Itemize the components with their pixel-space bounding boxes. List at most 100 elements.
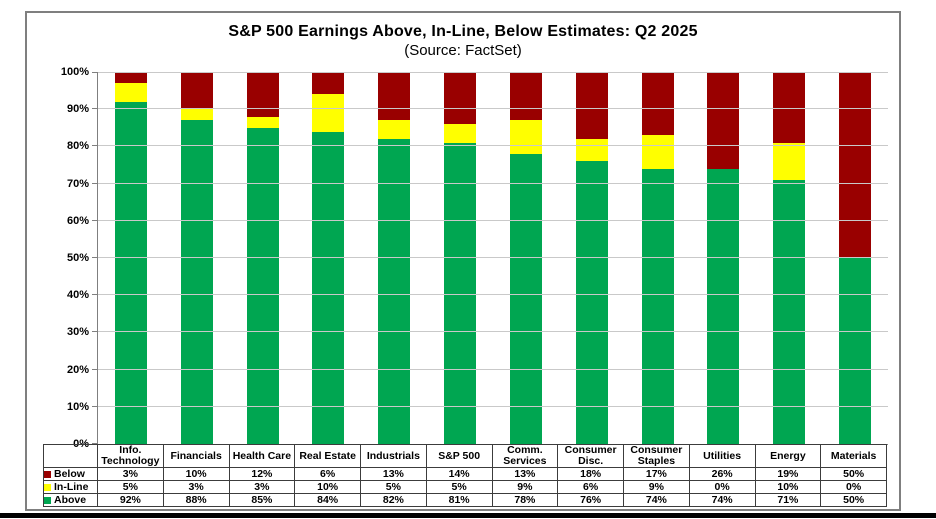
data-table-wrap: Info. Technology Financials Health Care Rea…: [43, 444, 887, 507]
legend-swatch-in-line: [44, 483, 51, 491]
y-tick-label: 50%: [66, 252, 89, 264]
value-cell: 9%: [491, 480, 559, 494]
gridline: [98, 294, 888, 296]
stacked-bar: [641, 72, 674, 444]
bar-segment-in-line: [641, 135, 674, 169]
y-axis-tick: [92, 368, 98, 370]
y-axis-tick: [92, 257, 98, 258]
gridline: [98, 182, 888, 184]
table-row-in-line: In-Line 5% 3% 3% 10% 5% 5% 9% 6% 9% 0% 10% 0%: [43, 480, 887, 494]
value-cell: 10%: [294, 480, 361, 494]
category-header-cell: Industrials: [360, 444, 427, 468]
bar-segment-in-line: [312, 94, 345, 132]
bar-slot-financials: [164, 72, 230, 444]
value-cell: 5%: [425, 480, 493, 494]
value-cell: 6%: [557, 480, 624, 494]
bar-segment-above: [180, 119, 213, 444]
bar-segment-above: [575, 161, 608, 444]
chart-subtitle: (Source: FactSet): [404, 42, 522, 59]
y-axis-tick: [92, 182, 98, 184]
value-cell: 0%: [820, 480, 887, 494]
category-header-cell: Utilities: [688, 444, 756, 468]
y-tick-label: 20%: [66, 363, 89, 376]
stacked-bar: [773, 72, 806, 444]
value-cell: 82%: [360, 493, 427, 507]
stacked-bar: [114, 72, 147, 444]
y-axis-tick: [92, 219, 98, 221]
gridline: [98, 108, 888, 110]
value-cell: 9%: [623, 480, 690, 494]
bar-segment-below: [444, 72, 477, 125]
bar-segment-below: [246, 72, 279, 117]
table-corner-cell: [43, 444, 98, 468]
legend-swatch-above: [44, 496, 51, 504]
stacked-bar: [575, 72, 608, 444]
bar-segment-above: [839, 258, 872, 444]
gridline: [98, 331, 888, 333]
legend-stub-above: Above: [43, 493, 98, 507]
bar-segment-below: [180, 72, 213, 109]
value-cell: 50%: [820, 467, 887, 481]
stacked-bar: [509, 72, 542, 444]
value-cell: 5%: [360, 480, 427, 494]
gridline: [98, 257, 888, 258]
y-tick-label: 30%: [66, 326, 89, 339]
bar-segment-in-line: [246, 116, 279, 128]
value-cell: 74%: [623, 493, 690, 507]
bar-segment-below: [707, 72, 740, 169]
table-header-row: Info. Technology Financials Health Care Rea…: [43, 444, 887, 468]
bar-slot-real-estate: [295, 72, 361, 444]
bar-segment-below: [575, 72, 608, 139]
category-header-cell: Real Estate: [294, 444, 361, 468]
stacked-bar: [246, 72, 279, 444]
bar-slot-info-technology: [98, 72, 164, 444]
bar-segment-below: [509, 72, 542, 121]
value-cell: 74%: [688, 493, 756, 507]
chart-title: S&P 500 Earnings Above, In-Line, Below E…: [228, 23, 698, 40]
bar-slot-utilities: [690, 72, 756, 444]
y-axis-tick: [92, 443, 98, 444]
bar-segment-above: [444, 142, 477, 444]
category-header-cell: Comm. Services: [491, 444, 559, 468]
y-axis-tick: [92, 145, 98, 147]
page-bottom-bar: [0, 513, 936, 518]
value-cell: 71%: [754, 493, 822, 507]
bar-slot-health-care: [230, 72, 296, 444]
table-row-below: Below 3% 10% 12% 6% 13% 14% 13% 18% 17% 26% 19% 50%: [43, 467, 887, 481]
bar-segment-below: [378, 72, 411, 121]
value-cell: 19%: [754, 467, 822, 481]
value-cell: 10%: [754, 480, 822, 494]
stacked-bar: [180, 72, 213, 444]
bar-segment-in-line: [575, 138, 608, 162]
legend-label: Below: [54, 468, 85, 480]
y-axis-tick: [92, 405, 98, 407]
bar-segment-above: [114, 101, 147, 444]
value-cell: 3%: [162, 480, 230, 494]
y-tick-label: 10%: [66, 400, 89, 413]
gridline: [98, 72, 888, 73]
data-table: Info. Technology Financials Health Care Rea…: [43, 444, 887, 507]
bar-slot-s-p-500: [427, 72, 493, 444]
bar-segment-below: [114, 72, 147, 84]
bar-segment-above: [509, 153, 542, 444]
chart-frame: S&P 500 Earnings Above, In-Line, Below E…: [25, 11, 901, 511]
value-cell: 13%: [491, 467, 559, 481]
y-axis-tick: [92, 331, 98, 333]
bar-segment-in-line: [114, 83, 147, 102]
bar-segment-above: [707, 168, 740, 444]
y-axis-tick: [92, 72, 98, 73]
bar-segment-in-line: [773, 142, 806, 180]
value-cell: 81%: [425, 493, 493, 507]
bar-segment-above: [378, 138, 411, 444]
value-cell: 10%: [162, 467, 230, 481]
bar-segment-in-line: [509, 120, 542, 154]
bar-segment-above: [773, 179, 806, 444]
bar-slot-consumer-staples: [625, 72, 691, 444]
bar-slot-industrials: [361, 72, 427, 444]
gridline: [98, 405, 888, 407]
y-axis-tick: [92, 294, 98, 296]
gridline: [98, 219, 888, 221]
value-cell: 3%: [228, 480, 296, 494]
value-cell: 5%: [97, 480, 164, 494]
bar-slot-materials: [822, 72, 888, 444]
